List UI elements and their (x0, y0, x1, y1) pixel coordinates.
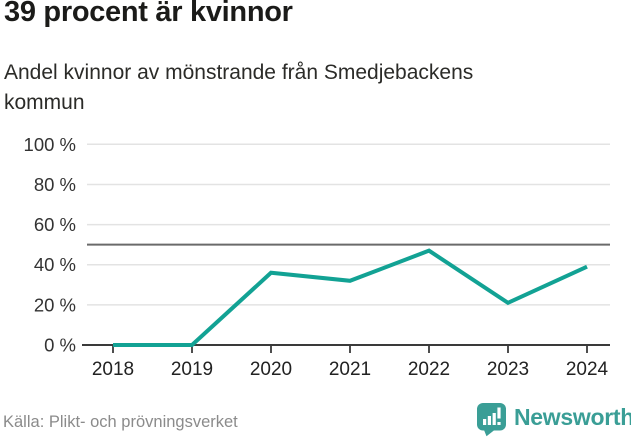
source-note: Källa: Plikt- och prövningsverket (3, 413, 238, 431)
y-axis-tick-label: 20 % (34, 294, 76, 315)
x-axis-tick-label: 2021 (329, 359, 371, 380)
line-chart: 100 % 80 % 60 % 40 % 20 % 0 % 2018 2019 2020 2021… (24, 134, 610, 380)
y-axis-tick-label: 60 % (34, 214, 76, 235)
x-axis-tick-label: 2023 (487, 359, 529, 380)
data-line-andel-kvinnor (113, 248, 588, 347)
y-axis-tick-label: 0 % (44, 335, 76, 356)
x-axis-tick-label: 2019 (171, 359, 213, 380)
y-axis-tick-label: 40 % (34, 254, 76, 275)
x-axis-tick-label: 2020 (250, 359, 292, 380)
newsworthy-wordmark: Newsworthy (514, 404, 631, 430)
y-axis-tick-label: 80 % (34, 174, 76, 195)
x-axis-tick-label: 2024 (566, 359, 609, 380)
y-axis-tick-label: 100 % (24, 134, 76, 155)
x-axis-tick-label: 2018 (92, 359, 134, 380)
newsworthy-brand[interactable]: Newsworthy (476, 402, 631, 437)
newsworthy-logo-icon (477, 403, 506, 437)
x-axis-tick-label: 2022 (408, 359, 450, 380)
chart-title: 39 procent är kvinnor (4, 0, 293, 28)
chart-subtitle: Andel kvinnor av mönstrande från Smedjeb… (4, 61, 474, 114)
